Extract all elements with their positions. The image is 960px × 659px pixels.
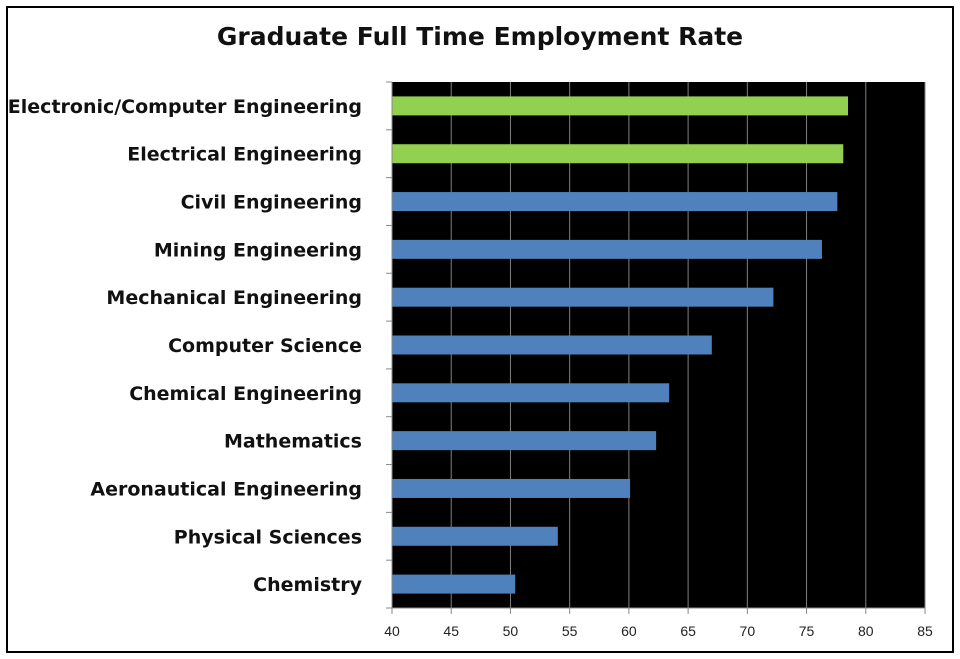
bar [392, 478, 631, 498]
bar [392, 144, 844, 164]
category-label: Electrical Engineering [127, 144, 362, 166]
category-label: Mining Engineering [154, 239, 362, 261]
x-tick-label: 65 [680, 623, 696, 639]
category-label: Mechanical Engineering [106, 287, 362, 309]
category-label: Chemistry [253, 574, 362, 596]
x-tick-label: 55 [562, 623, 578, 639]
bar [392, 287, 774, 307]
category-label: Physical Sciences [174, 526, 362, 548]
category-label: Mathematics [224, 431, 362, 453]
x-tick-label: 60 [621, 623, 637, 639]
x-tick-label: 75 [799, 623, 815, 639]
chart-title: Graduate Full Time Employment Rate [216, 22, 744, 51]
bar [392, 431, 657, 451]
bar [392, 335, 712, 355]
category-label: Electronic/Computer Engineering [8, 96, 362, 118]
category-label: Civil Engineering [181, 192, 362, 214]
bar [392, 192, 838, 212]
bar [392, 383, 670, 403]
x-tick-label: 40 [384, 623, 400, 639]
category-label: Chemical Engineering [129, 383, 362, 405]
bar [392, 239, 822, 259]
x-tick-label: 85 [917, 623, 933, 639]
x-tick-label: 80 [858, 623, 874, 639]
x-tick-label: 45 [443, 623, 459, 639]
category-label: Computer Science [168, 335, 362, 357]
x-tick-label: 70 [740, 623, 756, 639]
category-label: Aeronautical Engineering [90, 478, 362, 500]
x-tick-label: 50 [503, 623, 519, 639]
bar [392, 574, 516, 594]
bar [392, 96, 849, 116]
bar [392, 526, 558, 546]
